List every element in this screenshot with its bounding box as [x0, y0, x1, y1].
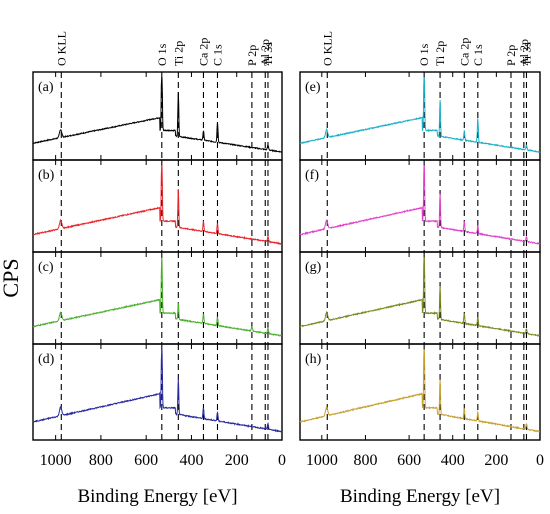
spectrum-line [299, 165, 541, 246]
peak-label-ti-3s: Ti 3s [519, 42, 533, 66]
peak-label-al-2p: Al 2p [517, 39, 531, 66]
panel-label: (f) [305, 168, 319, 183]
peak-label-c-1s: C 1s [471, 44, 485, 66]
spectrum-line [299, 349, 541, 433]
peak-label-ti-3s: Ti 3s [261, 42, 275, 66]
panel-label: (c) [38, 260, 54, 275]
peak-label-o-1s: O 1s [155, 43, 169, 66]
spectrum-line [32, 257, 283, 337]
x-tick-label: 0 [536, 452, 544, 469]
x-tick-label: 400 [179, 452, 203, 469]
panel-frame [299, 343, 541, 441]
peak-label-ti-2p: Ti 2p [171, 41, 185, 66]
peak-label-o-kll: O KLL [320, 31, 334, 66]
panel-a: (a) [32, 71, 283, 161]
spectrum-line [299, 77, 541, 154]
x-tick-label: 1000 [40, 452, 72, 469]
x-tick-label: 200 [484, 452, 508, 469]
spectrum-line [32, 165, 283, 245]
x-tick-label: 600 [397, 452, 421, 469]
panel-label: (e) [305, 80, 321, 95]
peak-label-ca-2p: Ca 2p [196, 38, 210, 66]
panel-b: (b) [32, 159, 283, 253]
panel-e: (e) [299, 71, 541, 161]
peak-label-al-2p: Al 2p [258, 39, 272, 66]
panel-f: (f) [299, 159, 541, 253]
y-axis-label: CPS [0, 258, 23, 297]
panel-label: (a) [38, 80, 54, 95]
panel-c: (c) [32, 251, 283, 345]
x-tick-label: 200 [225, 452, 249, 469]
panel-frame [32, 343, 283, 441]
x-tick-label: 800 [353, 452, 377, 469]
x-tick-label: 600 [134, 452, 158, 469]
peak-label-p-2p: P 2p [504, 45, 518, 66]
panel-g: (g) [299, 251, 541, 345]
x-axis-label: Binding Energy [eV] [340, 486, 500, 507]
peak-label-c-1s: C 1s [210, 44, 224, 66]
x-axis-label: Binding Energy [eV] [77, 486, 237, 507]
panel-d: (d) [32, 343, 283, 441]
panel-label: (g) [305, 260, 322, 275]
peak-label-p-2p: P 2p [245, 45, 259, 66]
spectrum-line [32, 77, 282, 153]
x-tick-label: 1000 [306, 452, 338, 469]
peak-label-ca-2p: Ca 2p [457, 38, 471, 66]
peak-label-o-kll: O KLL [54, 31, 68, 66]
x-tick-label: 0 [278, 452, 286, 469]
spectrum-line [299, 257, 541, 338]
peak-label-o-1s: O 1s [417, 43, 431, 66]
panel-label: (d) [38, 352, 55, 367]
spectrum-line [32, 349, 283, 433]
panel-label: (h) [305, 352, 322, 367]
x-tick-label: 400 [441, 452, 465, 469]
x-tick-label: 800 [89, 452, 113, 469]
peak-label-ti-2p: Ti 2p [433, 41, 447, 66]
panel-label: (b) [38, 168, 55, 183]
panel-h: (h) [299, 343, 541, 441]
